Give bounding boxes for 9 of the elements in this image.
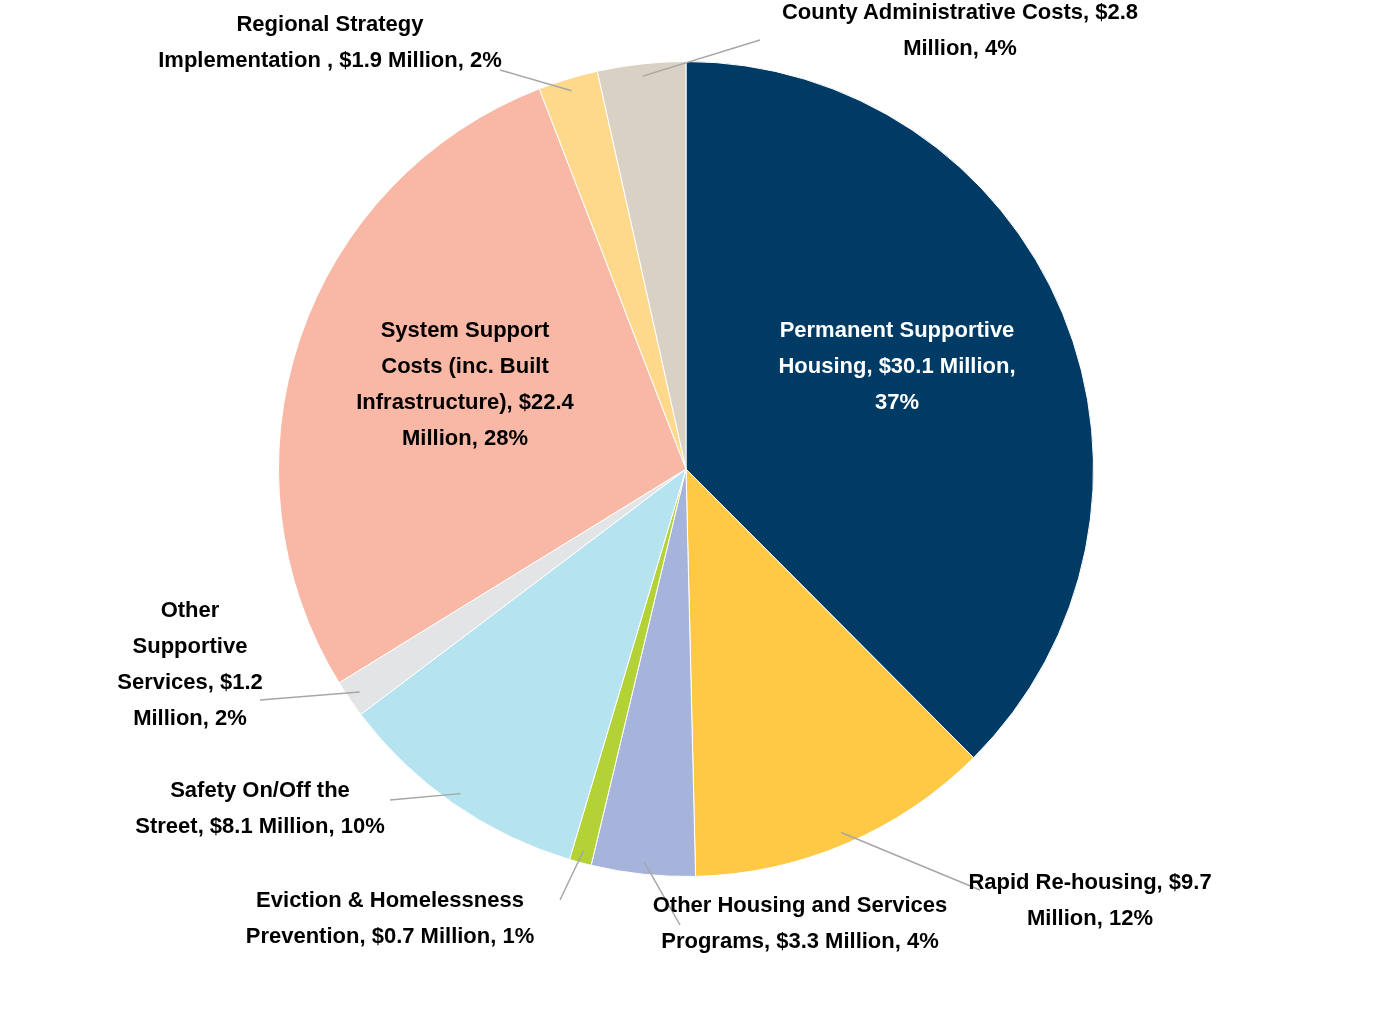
slice-label: Permanent Supportive Housing, $30.1 Million, 37% [778, 317, 1016, 415]
slice-label: Regional Strategy Implementation , $1.9 Million, 2% [158, 11, 502, 73]
slice-label: Other Supportive Services, $1.2 Million, 2% [117, 597, 263, 731]
slice-label: Safety On/Off the Street, $8.1 Million, 10% [135, 777, 385, 839]
slice-label: Rapid Re-housing, $9.7 Million, 12% [968, 869, 1212, 931]
slice-label: Eviction & Homelessness Prevention, $0.7 Million, 1% [245, 887, 535, 949]
slice-label: Other Housing and Services Programs, $3.3 Million, 4% [652, 892, 948, 954]
slice-label: System Support Costs (inc. Built Infrastructure), $22.4 Million, 28% [356, 317, 575, 451]
slice-label: County Administrative Costs, $2.8 Million, 4% [781, 0, 1139, 61]
